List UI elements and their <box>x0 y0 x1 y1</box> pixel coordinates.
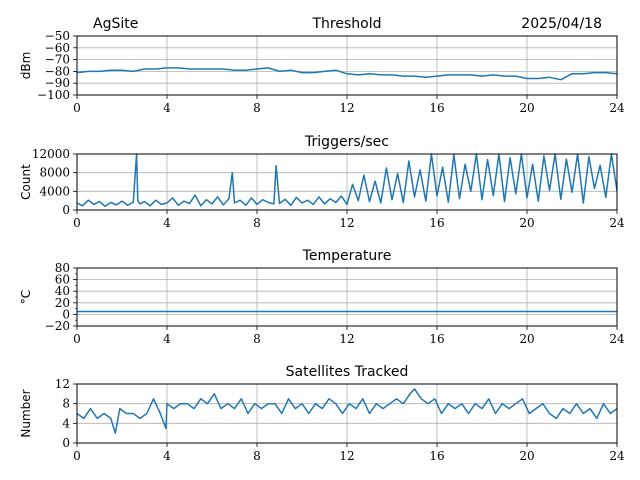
x-tick-label: 24 <box>609 332 625 346</box>
y-tick-label: 60 <box>55 273 70 287</box>
report-date: 2025/04/18 <box>521 16 602 32</box>
y-tick-label: 20 <box>55 296 70 310</box>
x-tick-label: 20 <box>519 332 534 346</box>
chart-panel-1: 0 4 8 12 16 20 24 −100−90−80−70−60−50 Threshold d… <box>19 16 625 115</box>
x-tick-label: 12 <box>339 101 354 115</box>
y-tick-label: −90 <box>45 76 70 90</box>
x-tick-label: 16 <box>429 449 444 463</box>
y-tick-label: −20 <box>45 319 70 333</box>
y-tick-label: 0 <box>62 203 70 217</box>
x-tick-label: 24 <box>609 216 625 230</box>
y-tick-label: −50 <box>45 29 70 43</box>
x-tick-label: 4 <box>163 449 171 463</box>
x-tick-label: 16 <box>429 216 444 230</box>
chart-title: Triggers/sec <box>304 134 389 150</box>
y-tick-label: −80 <box>45 64 70 78</box>
site-name: AgSite <box>93 16 138 32</box>
x-tick-label: 4 <box>163 101 171 115</box>
x-tick-label: 0 <box>73 332 81 346</box>
y-axis-label: °C <box>19 290 33 304</box>
x-tick-label: 12 <box>339 216 354 230</box>
x-tick-label: 16 <box>429 332 444 346</box>
x-tick-label: 20 <box>519 101 534 115</box>
y-tick-label: 12000 <box>32 147 70 161</box>
y-tick-label: 4000 <box>39 184 70 198</box>
chart-title: Threshold <box>312 16 382 32</box>
x-tick-label: 20 <box>519 449 534 463</box>
y-tick-label: −60 <box>45 41 70 55</box>
y-tick-label: −70 <box>45 53 70 67</box>
data-series-line <box>76 388 618 434</box>
data-series-line <box>76 67 618 81</box>
y-tick-label: 12 <box>55 377 70 391</box>
x-tick-label: 8 <box>253 216 261 230</box>
x-tick-label: 8 <box>253 449 261 463</box>
x-tick-label: 0 <box>73 101 81 115</box>
x-tick-label: 12 <box>339 449 354 463</box>
y-axis-label: Number <box>19 389 33 437</box>
y-tick-label: 8000 <box>39 166 70 180</box>
chart-title: Temperature <box>302 248 392 264</box>
x-tick-label: 24 <box>609 449 625 463</box>
chart-title: Satellites Tracked <box>286 364 409 380</box>
x-tick-label: 16 <box>429 101 444 115</box>
y-tick-label: −100 <box>37 88 70 102</box>
x-tick-label: 20 <box>519 216 534 230</box>
y-tick-label: 8 <box>62 397 70 411</box>
y-axis-label: dBm <box>19 52 33 80</box>
y-tick-label: 80 <box>55 261 70 275</box>
x-tick-label: 0 <box>73 449 81 463</box>
y-axis-label: Count <box>19 164 33 200</box>
y-tick-label: 0 <box>62 436 70 450</box>
x-tick-label: 4 <box>163 216 171 230</box>
y-tick-label: 4 <box>62 416 70 430</box>
x-tick-label: 8 <box>253 101 261 115</box>
x-tick-label: 12 <box>339 332 354 346</box>
y-tick-label: 0 <box>62 307 70 321</box>
x-tick-label: 24 <box>609 101 625 115</box>
x-tick-label: 8 <box>253 332 261 346</box>
x-tick-label: 4 <box>163 332 171 346</box>
chart-panel-4: 0 4 8 12 16 20 24 0 4 8 12 Satellites Tracked Number <box>19 364 625 463</box>
x-tick-label: 0 <box>73 216 81 230</box>
y-tick-label: 40 <box>55 284 70 298</box>
data-series-line <box>76 153 618 208</box>
chart-panel-2: 0 4 8 12 16 20 24 0 4000 8000 12000 Triggers/sec Cou… <box>19 134 625 230</box>
